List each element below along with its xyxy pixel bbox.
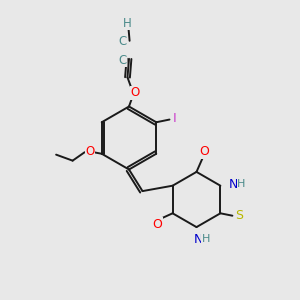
Text: C: C — [118, 54, 127, 67]
Text: O: O — [200, 145, 209, 158]
Text: O: O — [85, 145, 94, 158]
Text: H: H — [123, 16, 132, 30]
Text: N: N — [228, 178, 238, 191]
Text: O: O — [152, 218, 162, 231]
Text: H: H — [237, 179, 246, 189]
Text: H: H — [202, 234, 210, 244]
Text: C: C — [119, 35, 127, 48]
Text: O: O — [131, 86, 140, 100]
Text: S: S — [235, 208, 243, 222]
Text: I: I — [173, 112, 177, 125]
Text: N: N — [194, 232, 204, 246]
